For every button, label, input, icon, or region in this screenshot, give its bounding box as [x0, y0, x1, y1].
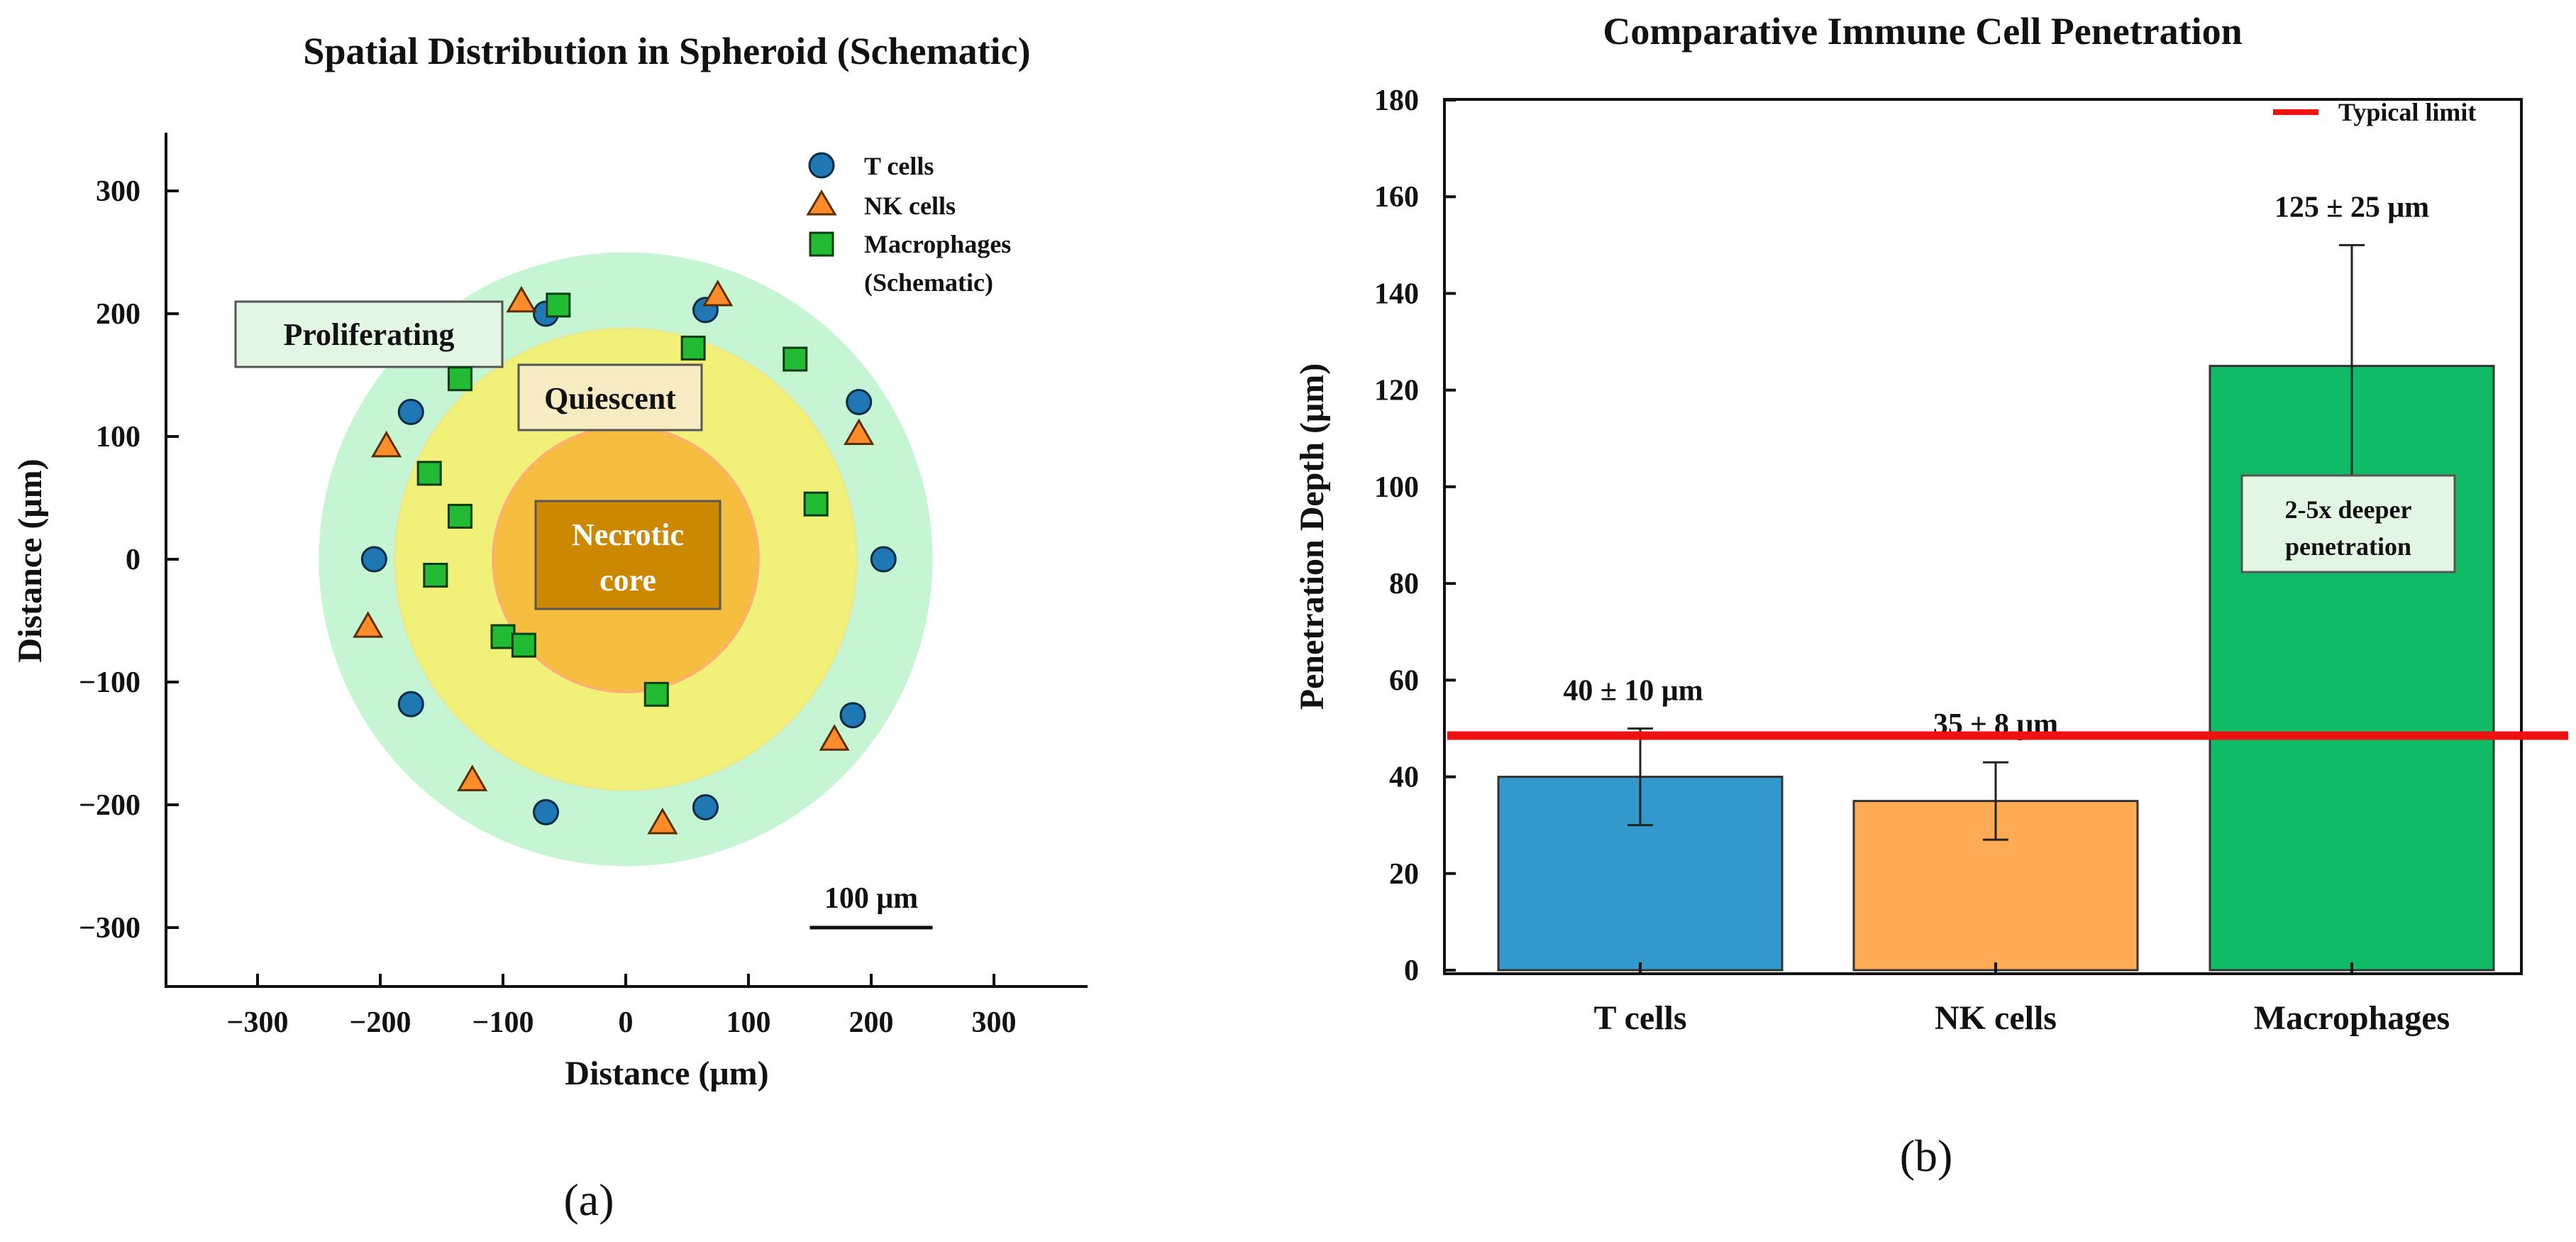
- quiescent-label: Quiescent: [517, 363, 703, 432]
- legend-macrophages-sublabel: (Schematic): [864, 268, 993, 297]
- macrophage-marker: [511, 632, 536, 658]
- t-cell-marker: [533, 798, 560, 825]
- deeper-penetration-line2: penetration: [2285, 532, 2411, 561]
- x-tick-label: 0: [619, 1006, 634, 1039]
- macrophage-marker: [423, 562, 448, 588]
- nk-cell-marker: [457, 764, 488, 791]
- nk-cell-marker: [702, 280, 734, 307]
- nk-cell-marker: [819, 724, 850, 751]
- macrophage-marker: [490, 624, 516, 649]
- nk-cell-marker: [506, 285, 537, 313]
- nk-cell-marker: [647, 807, 678, 835]
- y-tick-label: 140: [1374, 277, 1419, 310]
- y-tick-label: 180: [1374, 84, 1419, 117]
- spheroid-ticks: −300 −200 −100 0 100 200 300 −300 −200 −100 0 100 20…: [79, 175, 1016, 1039]
- y-tick-label: −300: [79, 912, 140, 945]
- legend-t-cells-label: T cells: [864, 152, 934, 180]
- x-tick-label: −300: [227, 1006, 289, 1039]
- t-cell-marker: [397, 691, 424, 718]
- y-tick-label: 0: [1404, 955, 1419, 987]
- x-tick-label: −100: [472, 1006, 534, 1039]
- necrotic-label-line2: core: [599, 563, 656, 598]
- legend-macrophages-label: Macrophages: [864, 230, 1011, 258]
- nk-cell-marker: [353, 611, 384, 638]
- category-label: T cells: [1593, 999, 1686, 1037]
- panel-label-a: (a): [563, 1175, 614, 1225]
- macrophage-marker: [783, 346, 808, 372]
- penetration-y-axis-label: Penetration Depth (μm): [1293, 363, 1331, 710]
- macrophage-marker: [643, 681, 669, 707]
- y-tick-label: 20: [1389, 858, 1419, 891]
- x-tick-label: −200: [350, 1006, 411, 1039]
- proliferating-label-text: Proliferating: [283, 317, 454, 352]
- t-cell-marker: [846, 389, 873, 416]
- necrotic-core-label: Necrotic core: [534, 500, 722, 610]
- y-tick-label: 200: [96, 298, 140, 331]
- legend-nk-cells-marker: [806, 189, 837, 216]
- category-label: NK cells: [1935, 999, 2057, 1037]
- t-cell-marker: [397, 398, 424, 425]
- spheroid-x-axis-label: Distance (μm): [565, 1055, 768, 1092]
- y-tick-label: 100: [1374, 471, 1419, 504]
- proliferating-label: Proliferating: [234, 300, 504, 368]
- macrophage-marker: [447, 366, 472, 392]
- x-tick-label: 300: [972, 1006, 1017, 1039]
- bar-data-label: 125 ± 25 μm: [2274, 191, 2429, 224]
- y-tick-label: −200: [79, 789, 140, 822]
- legend-typical-limit-label: Typical limit: [2338, 98, 2476, 126]
- y-tick-label: 60: [1389, 664, 1419, 697]
- deeper-penetration-line1: 2-5x deeper: [2285, 495, 2412, 524]
- y-tick-label: 0: [126, 544, 140, 576]
- macrophage-marker: [546, 292, 571, 318]
- legend-macrophages-marker: [809, 231, 834, 257]
- t-cell-marker: [839, 702, 866, 729]
- category-label: Macrophages: [2254, 999, 2450, 1037]
- panel-label-b: (b): [1900, 1131, 1953, 1181]
- t-cell-marker: [870, 546, 897, 573]
- quiescent-label-text: Quiescent: [544, 381, 676, 416]
- spheroid-panel: Spatial Distribution in Spheroid (Schema…: [11, 30, 1088, 1225]
- y-tick-label: 300: [96, 175, 140, 208]
- necrotic-label-line1: Necrotic: [572, 517, 684, 552]
- t-cell-marker: [692, 793, 719, 820]
- legend-t-cells-marker: [808, 152, 835, 179]
- y-tick-label: 160: [1374, 181, 1419, 214]
- y-tick-label: 40: [1389, 762, 1419, 794]
- y-tick-label: 80: [1389, 568, 1419, 600]
- t-cell-marker: [360, 546, 387, 573]
- scale-bar: 100 μm: [809, 882, 933, 930]
- nk-cell-marker: [844, 418, 875, 446]
- macrophage-marker: [447, 503, 472, 529]
- bar-data-label: 40 ± 10 μm: [1563, 674, 1703, 707]
- y-tick-label: −100: [79, 666, 140, 699]
- x-tick-label: 100: [726, 1006, 771, 1039]
- penetration-legend: Typical limit: [2273, 98, 2476, 126]
- macrophage-marker: [680, 335, 706, 361]
- macrophage-marker: [416, 461, 442, 486]
- cell-markers: [353, 280, 897, 835]
- x-tick-label: 200: [849, 1006, 894, 1039]
- macrophage-marker: [803, 491, 829, 517]
- spheroid-y-axis-label: Distance (μm): [11, 458, 49, 662]
- penetration-plot-frame: [1443, 98, 2523, 975]
- nk-cell-marker: [371, 430, 402, 458]
- deeper-penetration-note: 2-5x deeper penetration: [2240, 474, 2456, 573]
- spheroid-legend: T cells NK cells Macrophages (Schematic): [806, 152, 1011, 297]
- penetration-chart-title: Comparative Immune Cell Penetration: [1603, 10, 2242, 53]
- spheroid-chart-title: Spatial Distribution in Spheroid (Schema…: [303, 30, 1030, 72]
- penetration-panel: Comparative Immune Cell Penetration 0 20 4…: [1293, 10, 2568, 1181]
- legend-nk-cells-label: NK cells: [864, 192, 956, 220]
- y-tick-label: 100: [96, 421, 140, 454]
- scale-bar-label: 100 μm: [824, 882, 918, 915]
- penetration-y-ticks: 0 20 40 60 80 100 120 140 160 180: [1374, 84, 1456, 987]
- y-tick-label: 120: [1374, 375, 1419, 407]
